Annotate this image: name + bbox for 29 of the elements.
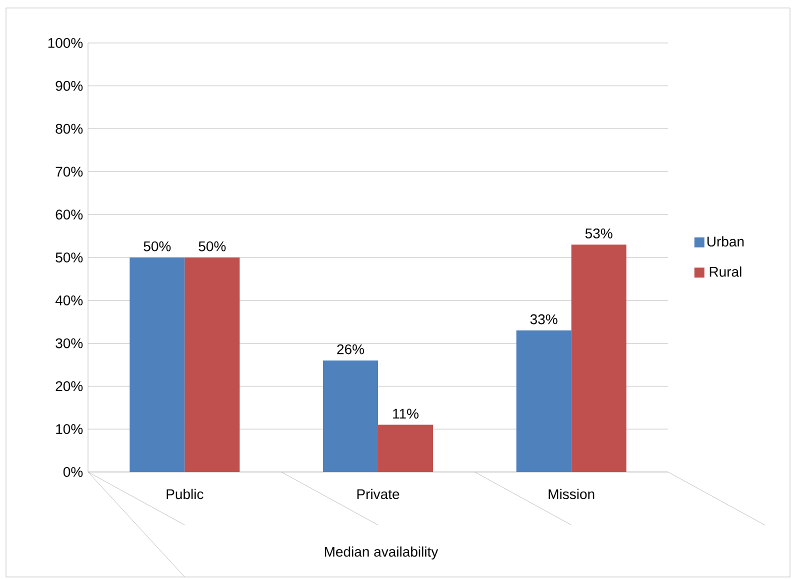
y-tick-label: 100% (48, 38, 83, 48)
x-tick-label: Private (357, 488, 400, 500)
x-tick-label: Public (166, 488, 204, 500)
x-axis-title: Median availability (324, 546, 438, 560)
data-label: 33% (530, 314, 558, 324)
bar (184, 257, 240, 472)
y-tick-label: 50% (56, 252, 83, 262)
data-label: 50% (198, 241, 226, 252)
y-tick-label: 30% (56, 338, 83, 348)
bar (378, 424, 434, 472)
y-tick-label: 60% (56, 210, 83, 220)
bar (571, 244, 626, 472)
bar (323, 360, 378, 472)
y-tick-label: 40% (55, 295, 83, 306)
y-tick-label: 80% (56, 124, 83, 134)
y-tick-label: 20% (56, 381, 83, 392)
bar (516, 330, 572, 472)
legend-label: Urban (707, 236, 744, 247)
y-tick-label: 0% (63, 467, 83, 477)
y-tick-label: 70% (56, 166, 83, 177)
data-label: 53% (585, 228, 612, 238)
data-label: 26% (337, 344, 364, 354)
data-label: 50% (144, 241, 171, 252)
data-label: 11% (393, 408, 419, 419)
legend-label: Rural (710, 266, 742, 277)
x-tick-label: Mission (548, 488, 594, 500)
bar (130, 257, 185, 472)
y-tick-label: 10% (56, 424, 83, 434)
y-tick-label: 90% (56, 80, 83, 91)
